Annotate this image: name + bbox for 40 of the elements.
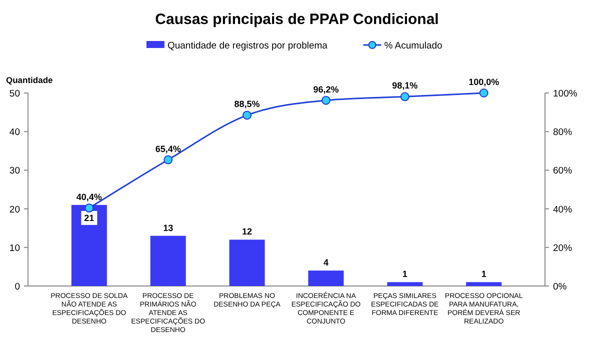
y2-tick-label: 100%: [553, 88, 578, 100]
y-tick-label: 0: [14, 282, 20, 292]
y2-tick-label: 60%: [553, 166, 573, 177]
data-label: 1: [402, 269, 408, 280]
point: [479, 88, 488, 98]
y-tick-label: 50: [9, 88, 20, 100]
bar: [466, 282, 502, 286]
point: [242, 110, 252, 120]
data-label: 88,5%: [234, 99, 260, 110]
point: [321, 96, 330, 105]
data-label: 13: [163, 222, 174, 233]
point: [164, 155, 173, 164]
bar: [229, 240, 265, 286]
data-label: 65,4%: [155, 144, 181, 154]
y-axis-title: Quantidade: [6, 75, 54, 85]
y-tick-label: 20: [9, 204, 20, 216]
data-label: 4: [323, 258, 328, 268]
bar: [387, 282, 423, 286]
point: [400, 92, 410, 102]
y2-tick-label: 20%: [553, 242, 573, 254]
bar: [71, 204, 107, 286]
bar: [150, 236, 186, 286]
data-label: 98,1%: [392, 80, 418, 91]
y2-tick-label: 40%: [553, 204, 573, 216]
data-label: 96,2%: [313, 84, 339, 94]
data-label: 21: [84, 212, 94, 223]
bar: [308, 270, 344, 286]
data-label: 40,4%: [76, 192, 102, 202]
y-tick-label: 40: [9, 127, 20, 138]
y2-tick-label: 0%: [553, 282, 568, 292]
y2-tick-label: 80%: [553, 127, 573, 138]
point: [84, 204, 94, 213]
data-label: 100,0%: [468, 77, 500, 87]
data-label: 1: [481, 269, 486, 280]
chart-title: Causas principais de PPAP Condicional: [155, 11, 439, 28]
legend-label: % Acumulado: [384, 40, 442, 52]
legend-label: Quantidade de registros por problema: [167, 40, 328, 52]
data-label: 12: [242, 226, 252, 237]
y-tick-label: 30: [9, 166, 20, 177]
y-tick-label: 10: [9, 242, 20, 254]
